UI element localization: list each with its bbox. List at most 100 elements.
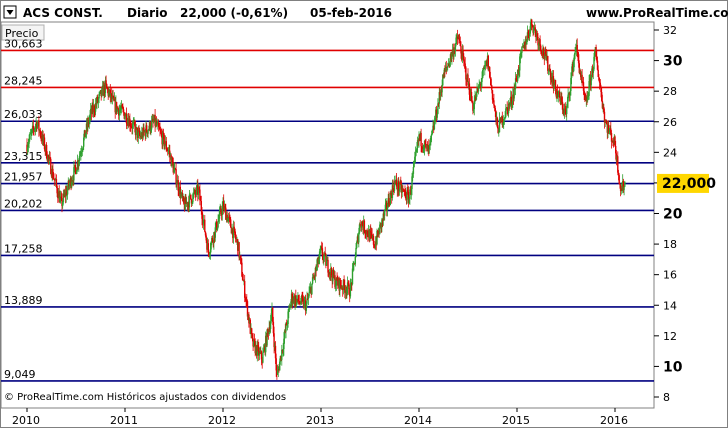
candle-body xyxy=(472,103,474,111)
candle-body xyxy=(410,189,412,195)
candle-body xyxy=(121,105,123,108)
candle-body xyxy=(242,280,244,282)
candle-body xyxy=(497,127,499,133)
candle-body xyxy=(321,246,323,249)
candle-body xyxy=(122,107,124,110)
candle-body xyxy=(472,109,475,111)
candle-body xyxy=(32,125,34,129)
level-label: 26,033 xyxy=(4,108,43,121)
candle-body xyxy=(174,168,177,170)
candle-body xyxy=(158,127,160,130)
candle-body xyxy=(160,130,162,133)
candle-body xyxy=(191,202,193,204)
y-tick-label: 16 xyxy=(663,269,677,282)
candle-body xyxy=(468,83,471,95)
candle-body xyxy=(595,47,597,57)
candle-body xyxy=(370,230,372,233)
candle-body xyxy=(276,370,279,375)
candle-body xyxy=(306,298,308,304)
candle-body xyxy=(28,139,30,144)
candle-body xyxy=(493,100,495,106)
candle-body xyxy=(413,162,415,168)
candle-body xyxy=(390,193,392,194)
candle-body xyxy=(455,37,457,45)
candle-body xyxy=(340,285,342,289)
candle-body xyxy=(40,135,42,138)
candle-body xyxy=(90,108,93,114)
x-tick-label: 2015 xyxy=(502,414,530,427)
candle-body xyxy=(615,145,617,154)
candle-body xyxy=(87,120,89,128)
candle-body xyxy=(321,248,324,257)
footer-note: © ProRealTime.com Históricos ajustados c… xyxy=(4,391,286,403)
candle-body xyxy=(513,87,515,99)
candle-body xyxy=(600,86,602,93)
x-tick-label: 2010 xyxy=(12,414,40,427)
candle-body xyxy=(355,247,357,258)
candle-body xyxy=(330,268,333,276)
candle-body xyxy=(190,199,193,204)
candle-body xyxy=(509,101,511,106)
candle-body xyxy=(592,69,594,73)
candle-body xyxy=(185,197,187,204)
candle-body xyxy=(388,204,391,206)
candle-body xyxy=(489,77,492,79)
candle-body xyxy=(195,187,198,195)
candle-body xyxy=(173,168,175,173)
candle-body xyxy=(80,153,82,155)
candle-body xyxy=(449,61,451,66)
candle-body xyxy=(268,327,270,334)
candle-body xyxy=(249,319,251,334)
candle-body xyxy=(220,208,222,214)
last-price-badge-bg xyxy=(657,173,709,193)
candle-body xyxy=(411,176,413,190)
candle-body xyxy=(323,252,326,257)
candle-body xyxy=(603,111,606,123)
candle-body xyxy=(423,140,426,149)
candle-body xyxy=(182,196,184,199)
candle-body xyxy=(36,123,39,128)
candle-body xyxy=(401,189,403,193)
candle-body xyxy=(69,183,71,186)
candle-body xyxy=(227,218,229,222)
candle-body xyxy=(113,96,115,101)
candle-body xyxy=(71,180,74,183)
candle-body xyxy=(524,41,527,49)
candle-body xyxy=(169,150,171,156)
candle-body xyxy=(619,184,622,192)
candle-body xyxy=(171,157,174,163)
candle-body xyxy=(465,79,468,82)
candle-body xyxy=(81,149,83,153)
candle-body xyxy=(308,292,310,297)
level-label: 28,245 xyxy=(4,74,43,87)
site-url[interactable]: www.ProRealTime.com xyxy=(586,6,728,20)
candle-body xyxy=(347,282,349,284)
candle-body xyxy=(179,186,181,198)
candle-body xyxy=(180,194,182,198)
candle-body xyxy=(319,250,321,252)
y-tick-label: 14 xyxy=(663,299,677,312)
candle-body xyxy=(267,329,269,331)
candle-body xyxy=(349,284,352,297)
candle-body xyxy=(161,134,163,145)
candle-body xyxy=(549,68,551,71)
candle-body xyxy=(624,181,626,187)
candle-body xyxy=(302,297,304,299)
candle-body xyxy=(421,146,423,147)
candle-body xyxy=(299,302,301,304)
candle-body xyxy=(69,178,72,184)
candle-body xyxy=(460,46,462,54)
candle-body xyxy=(62,202,64,207)
candle-body xyxy=(407,190,409,192)
y-tick-label: 24 xyxy=(663,146,677,159)
candle-body xyxy=(327,259,329,273)
candle-body xyxy=(323,256,325,260)
candle-body xyxy=(223,201,225,210)
candle-body xyxy=(471,100,473,104)
candle-body xyxy=(573,60,575,72)
candle-body xyxy=(188,194,191,208)
candle-body xyxy=(587,96,589,101)
candle-body xyxy=(598,77,600,81)
candle-body xyxy=(514,78,517,89)
candle-body xyxy=(109,89,111,98)
